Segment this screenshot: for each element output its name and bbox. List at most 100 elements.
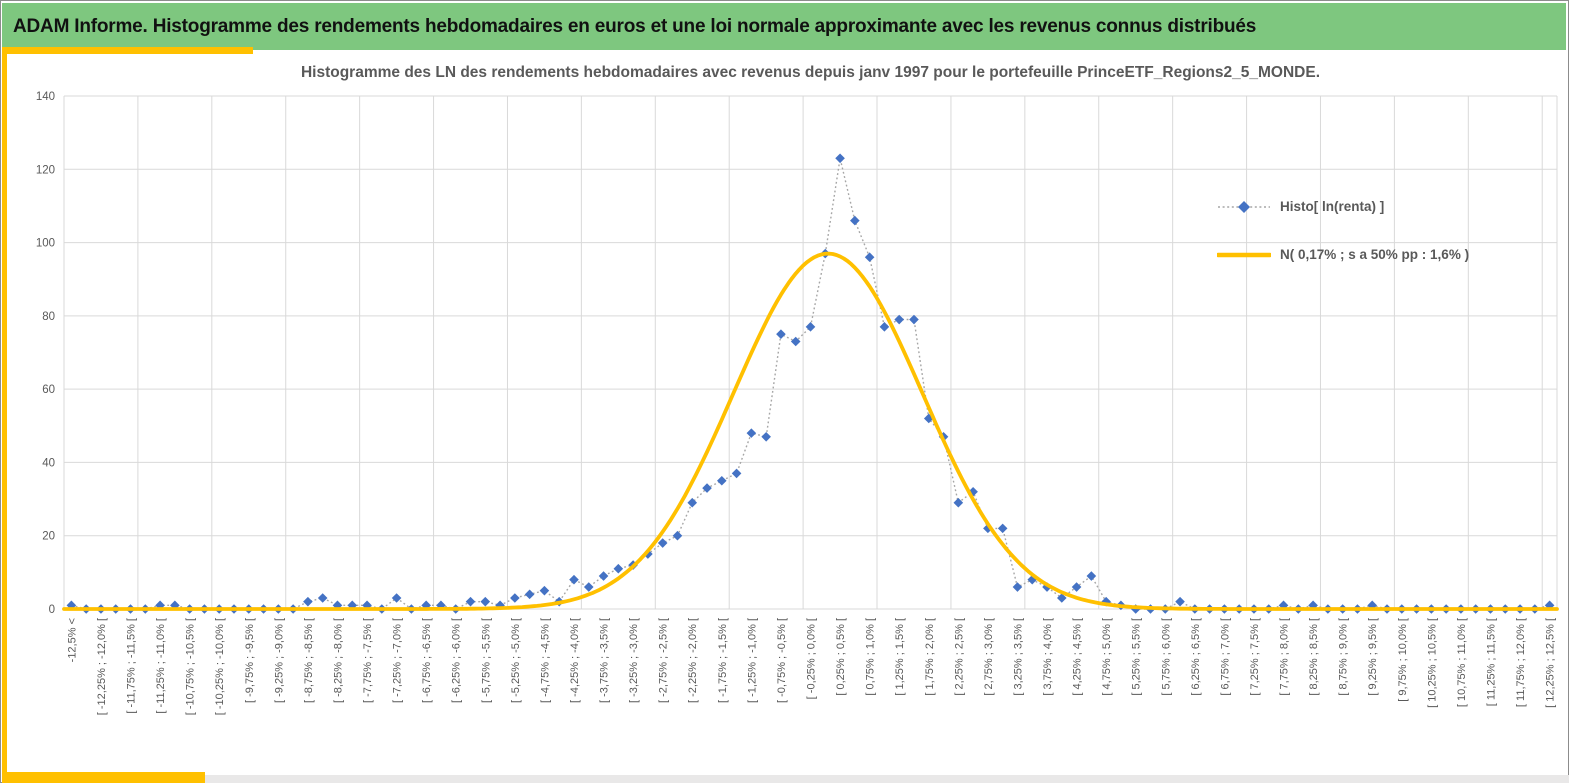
- gold-left-strip: [2, 47, 7, 783]
- histogram-point[interactable]: [657, 538, 668, 548]
- histogram-point[interactable]: [909, 314, 919, 325]
- histogram-point[interactable]: [864, 252, 875, 263]
- y-axis-tick-label: 40: [42, 457, 55, 469]
- x-axis-tick-label: [ -0,25% ; 0,0% [: [806, 618, 818, 699]
- x-axis-tick-label: [ 10,25% ; 10,5% [: [1426, 618, 1438, 708]
- x-axis-tick-label: [ -6,75% ; -6,5% [: [421, 618, 433, 703]
- histogram-point[interactable]: [717, 475, 727, 486]
- histogram-point[interactable]: [850, 215, 860, 226]
- histogram-point[interactable]: [746, 428, 757, 438]
- y-axis-tick-label: 80: [42, 311, 55, 323]
- y-axis-tick-label: 120: [36, 164, 55, 176]
- x-axis-tick-label: [ -9,75% ; -9,5% [: [244, 618, 256, 703]
- histogram-point[interactable]: [731, 468, 742, 479]
- histogram-point[interactable]: [1071, 582, 1082, 592]
- x-axis-tick-label: [ 7,25% ; 7,5% [: [1249, 618, 1261, 696]
- x-axis-tick-label: [ -4,25% ; -4,0% [: [569, 618, 581, 703]
- x-axis-tick-label: [ 0,75% ; 1,0% [: [865, 618, 877, 696]
- chart-legend: Histo[ ln(renta) ] N( 0,17% ; s a 50% pp…: [1217, 199, 1469, 262]
- x-axis-tick-label: [ 10,75% ; 11,0% [: [1456, 618, 1468, 707]
- histogram-point[interactable]: [894, 314, 904, 325]
- x-axis-tick-label: [ -5,25% ; -5,0% [: [510, 618, 522, 703]
- x-axis-tick-label: [ -1,25% ; -1,0% [: [746, 618, 758, 703]
- x-axis-tick-label: [ -2,25% ; -2,0% [: [687, 618, 699, 703]
- legend-label-normal-curve: N( 0,17% ; s a 50% pp : 1,6% ): [1280, 247, 1470, 262]
- x-axis-tick-label: [ -12,25% ; -12,0% [: [96, 618, 108, 715]
- x-axis-tick-label: [ -3,75% ; -3,5% [: [599, 618, 611, 703]
- legend-item-histogram[interactable]: Histo[ ln(renta) ]: [1217, 199, 1469, 214]
- histogram-point[interactable]: [672, 530, 683, 541]
- x-axis-tick-label: -12,5% <: [66, 618, 78, 662]
- x-axis-tick-label: [ 9,75% ; 10,0% [: [1397, 618, 1409, 702]
- x-axis-tick-label: [ 12,25% ; 12,5% [: [1545, 618, 1557, 708]
- y-axis-tick-label: 0: [49, 604, 55, 616]
- histogram-point[interactable]: [317, 593, 328, 603]
- legend-label-histogram: Histo[ ln(renta) ]: [1280, 199, 1385, 214]
- x-axis-labels: -12,5% < [ -12,25% ; -12,0% [[ -11,75% ; …: [66, 618, 1556, 715]
- gridlines: [63, 95, 1558, 610]
- histogram-point[interactable]: [687, 497, 698, 508]
- x-axis-tick-label: [ -7,75% ; -7,5% [: [362, 618, 374, 703]
- x-axis-tick-label: [ -0,75% ; -0,5% [: [776, 618, 788, 703]
- x-axis-tick-label: [ 11,75% ; 12,0% [: [1515, 618, 1527, 707]
- x-axis-tick-label: [ 3,25% ; 3,5% [: [1012, 618, 1024, 696]
- histogram-point[interactable]: [1012, 582, 1023, 592]
- x-axis-tick-label: [ 1,25% ; 1,5% [: [894, 618, 906, 696]
- y-axis-tick-label: 20: [42, 531, 55, 543]
- histogram-point[interactable]: [303, 596, 313, 607]
- histogram-point[interactable]: [953, 497, 964, 508]
- x-axis-tick-label: [ -5,75% ; -5,5% [: [480, 618, 492, 703]
- histogram-point[interactable]: [569, 574, 579, 585]
- x-axis-tick-label: [ 11,25% ; 11,5% [: [1485, 618, 1497, 706]
- histogram-point[interactable]: [1175, 596, 1185, 607]
- x-axis-tick-label: [ 6,75% ; 7,0% [: [1219, 618, 1231, 696]
- histogram-point[interactable]: [613, 563, 624, 574]
- x-axis-tick-label: [ -1,75% ; -1,5% [: [717, 618, 729, 703]
- histogram-point[interactable]: [598, 571, 609, 581]
- histogram-point[interactable]: [805, 322, 816, 332]
- x-axis-tick-label: [ -4,75% ; -4,5% [: [539, 618, 551, 703]
- gold-underline-bar: [2, 47, 253, 54]
- histogram-point[interactable]: [583, 582, 594, 592]
- x-axis-tick-label: [ -9,25% ; -9,0% [: [273, 618, 285, 703]
- histogram-point[interactable]: [761, 431, 771, 442]
- x-axis-tick-label: [ 9,25% ; 9,5% [: [1367, 618, 1379, 696]
- histogram-point[interactable]: [790, 336, 801, 347]
- y-axis-labels: 0 20 40 60 80 100 120 140: [36, 91, 55, 616]
- histogram-point[interactable]: [702, 483, 712, 493]
- chart-title: Histogramme des LN des rendements hebdom…: [300, 64, 1321, 81]
- histogram-point[interactable]: [465, 596, 476, 607]
- diamond-dotted-marker-icon: [1218, 200, 1270, 213]
- x-axis-tick-label: [ 2,25% ; 2,5% [: [953, 618, 965, 696]
- x-axis-tick-label: [ 5,25% ; 5,5% [: [1131, 618, 1143, 696]
- x-axis-tick-label: [ 5,75% ; 6,0% [: [1160, 618, 1172, 696]
- x-axis-tick-label: [ -10,75% ; -10,5% [: [185, 618, 197, 715]
- histogram-point[interactable]: [391, 593, 402, 603]
- header-title: ADAM Informe. Histogramme des rendements…: [13, 15, 1257, 37]
- histogram-point[interactable]: [997, 523, 1008, 534]
- x-axis-tick-label: [ 6,25% ; 6,5% [: [1190, 618, 1202, 696]
- x-axis-tick-label: [ -8,75% ; -8,5% [: [303, 618, 315, 703]
- histogram-point[interactable]: [524, 589, 535, 600]
- x-axis-tick-label: [ -7,25% ; -7,0% [: [392, 618, 404, 703]
- y-axis-tick-label: 60: [42, 384, 55, 396]
- histogram-point[interactable]: [776, 329, 786, 339]
- legend-item-normal-curve[interactable]: N( 0,17% ; s a 50% pp : 1,6% ): [1217, 247, 1469, 262]
- histogram-point[interactable]: [1056, 593, 1067, 603]
- histogram-point[interactable]: [480, 596, 491, 607]
- x-axis-tick-label: [ -6,25% ; -6,0% [: [451, 618, 463, 703]
- x-axis-tick-label: [ 0,25% ; 0,5% [: [835, 618, 847, 696]
- x-axis-tick-label: [ -10,25% ; -10,0% [: [214, 618, 226, 715]
- histogram-point[interactable]: [510, 593, 520, 603]
- histogram-point[interactable]: [1086, 571, 1097, 581]
- histogram-point[interactable]: [539, 585, 550, 596]
- normal-curve[interactable]: [62, 251, 1559, 611]
- header-bar: ADAM Informe. Histogramme des rendements…: [2, 3, 1566, 50]
- x-axis-tick-label: [ -2,75% ; -2,5% [: [658, 618, 670, 703]
- x-axis-tick-label: [ 8,25% ; 8,5% [: [1308, 618, 1320, 696]
- histogram-point[interactable]: [879, 322, 890, 332]
- x-axis-tick-label: [ -11,25% ; -11,0% [: [155, 618, 167, 714]
- histogram-point[interactable]: [835, 153, 845, 164]
